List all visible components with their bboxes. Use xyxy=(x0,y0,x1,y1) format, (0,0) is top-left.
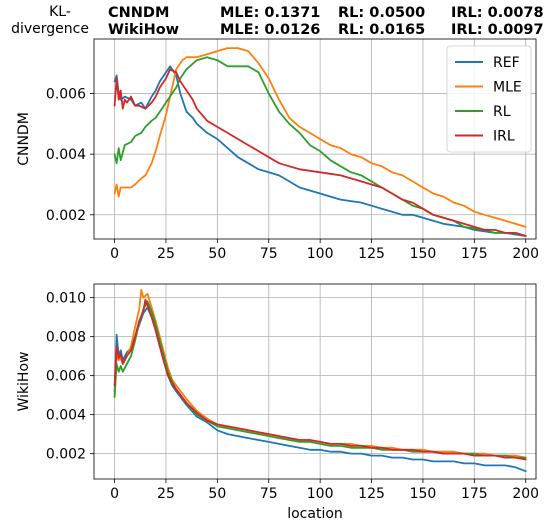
header-mle-wikihow: MLE: 0.0126 xyxy=(220,22,320,38)
x-tick-label: 50 xyxy=(208,246,226,262)
header-rl-wikihow: RL: 0.0165 xyxy=(338,22,425,38)
x-tick-label: 175 xyxy=(461,246,488,262)
y-tick-label: 0.002 xyxy=(46,447,86,463)
x-tick-label: 100 xyxy=(307,246,334,262)
legend-label-rl: RL xyxy=(493,104,511,120)
legend-label-irl: IRL xyxy=(493,129,515,145)
x-tick-label: 150 xyxy=(410,486,437,502)
header: KL- divergence CNNDM MLE: 0.1371 RL: 0.0… xyxy=(11,4,544,38)
x-tick-label: 100 xyxy=(307,486,334,502)
cnndm-panel: 0 25 50 75 100 125 150 175 200 0.002 0.004 0.006 C… xyxy=(16,38,539,262)
x-tick-label: 50 xyxy=(208,486,226,502)
kl-label-line1: KL- xyxy=(49,4,71,20)
series-line-mle xyxy=(113,47,527,228)
cnndm-x-ticks: 0 25 50 75 100 125 150 175 200 xyxy=(110,239,539,262)
y-tick-label: 0.004 xyxy=(46,147,86,163)
header-dataset-cnndm: CNNDM xyxy=(108,5,169,21)
x-tick-label: 0 xyxy=(110,246,119,262)
x-tick-label: 200 xyxy=(512,246,539,262)
kl-label-line2: divergence xyxy=(11,21,89,37)
y-tick-label: 0.006 xyxy=(46,87,86,103)
cnndm-y-axis-label: CNNDM xyxy=(16,112,32,166)
wikihow-y-axis-label: WikiHow xyxy=(16,352,32,412)
cnndm-axes-frame xyxy=(93,38,537,240)
wikihow-axes-frame xyxy=(93,283,537,480)
y-tick-label: 0.006 xyxy=(46,369,86,385)
x-tick-label: 150 xyxy=(410,246,437,262)
x-tick-label: 0 xyxy=(110,486,119,502)
series-line-irl xyxy=(113,298,527,461)
legend-label-ref: REF xyxy=(493,55,520,71)
legend-box xyxy=(446,45,532,153)
header-dataset-wikihow: WikiHow xyxy=(108,22,179,38)
x-tick-label: 125 xyxy=(358,486,385,502)
y-tick-label: 0.002 xyxy=(46,208,86,224)
header-mle-cnndm: MLE: 0.1371 xyxy=(220,5,320,21)
wikihow-panel: 0 25 50 75 100 125 150 175 200 0.0020.0040.0060.… xyxy=(16,283,539,522)
header-rl-cnndm: RL: 0.0500 xyxy=(338,5,425,21)
x-axis-label: location xyxy=(287,506,343,522)
header-irl-cnndm: IRL: 0.0078 xyxy=(451,5,544,21)
wikihow-series xyxy=(113,288,527,473)
legend-label-mle: MLE xyxy=(493,80,522,96)
y-tick-label: 0.008 xyxy=(46,330,86,346)
x-tick-label: 75 xyxy=(260,246,278,262)
x-tick-label: 175 xyxy=(461,486,488,502)
x-tick-label: 125 xyxy=(358,246,385,262)
x-tick-label: 75 xyxy=(260,486,278,502)
x-tick-label: 25 xyxy=(157,246,175,262)
series-line-irl xyxy=(113,68,527,237)
y-tick-label: 0.010 xyxy=(46,291,86,307)
x-tick-label: 25 xyxy=(157,486,175,502)
x-tick-label: 200 xyxy=(512,486,539,502)
header-irl-wikihow: IRL: 0.0097 xyxy=(451,22,544,38)
y-tick-label: 0.004 xyxy=(46,408,86,424)
cnndm-y-ticks: 0.002 0.004 0.006 xyxy=(46,87,94,224)
wikihow-y-ticks: 0.002 0.004 0.006 0.008 0.010 xyxy=(46,291,94,463)
wikihow-x-ticks: 0 25 50 75 100 125 150 175 200 xyxy=(110,479,539,502)
cnndm-series xyxy=(113,47,527,237)
legend: REF MLE RL IRL xyxy=(446,45,532,153)
series-line-ref xyxy=(113,65,527,237)
